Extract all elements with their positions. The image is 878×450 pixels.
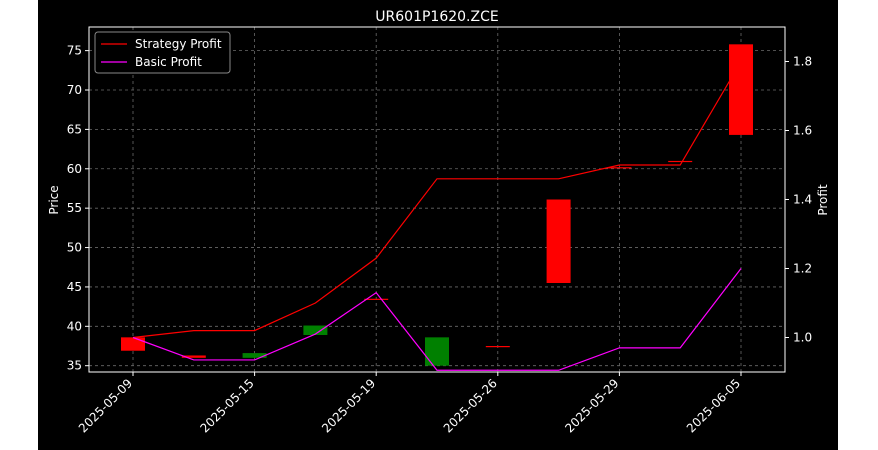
candle <box>485 346 510 348</box>
strategy-profit-line <box>132 61 742 339</box>
y-tick-label-right: 1.2 <box>793 262 812 276</box>
y-tick-label-left: 65 <box>67 122 82 136</box>
y-tick-label-left: 35 <box>67 359 82 373</box>
y-tick-label-right: 1.4 <box>793 193 812 207</box>
candle-layer <box>121 44 753 366</box>
y-tick-label-left: 60 <box>67 162 82 176</box>
candle <box>668 160 693 163</box>
chart-title: UR601P1620.ZCE <box>375 9 498 25</box>
candle <box>729 44 753 135</box>
y-tick-label-left: 55 <box>67 201 82 215</box>
candle <box>425 337 449 366</box>
y-tick-label-left: 50 <box>67 241 82 255</box>
candle <box>181 355 206 358</box>
y-axis-label-right: Profit <box>816 184 830 216</box>
legend: Strategy Profit Basic Profit <box>94 31 231 74</box>
candle <box>546 199 571 283</box>
y-axis-label-left: Price <box>47 185 61 214</box>
basic-profit-line <box>132 268 742 371</box>
y-tick-label-left: 40 <box>67 319 82 333</box>
y-tick-label-left: 70 <box>67 83 82 97</box>
candle <box>242 353 267 358</box>
y-tick-label-right: 1.0 <box>793 331 812 345</box>
figure-background <box>38 0 838 450</box>
candle <box>607 167 632 169</box>
y-tick-label-right: 1.8 <box>793 55 812 69</box>
candle <box>303 325 328 335</box>
line-layer <box>132 61 742 371</box>
legend-box <box>94 31 231 74</box>
y-tick-label-left: 75 <box>67 44 82 58</box>
y-tick-label-left: 45 <box>67 280 82 294</box>
legend-label-basic: Basic Profit <box>135 55 202 69</box>
candle <box>121 337 145 351</box>
candle <box>364 298 389 300</box>
legend-label-strategy: Strategy Profit <box>135 37 222 51</box>
y-tick-label-right: 1.6 <box>793 124 812 138</box>
